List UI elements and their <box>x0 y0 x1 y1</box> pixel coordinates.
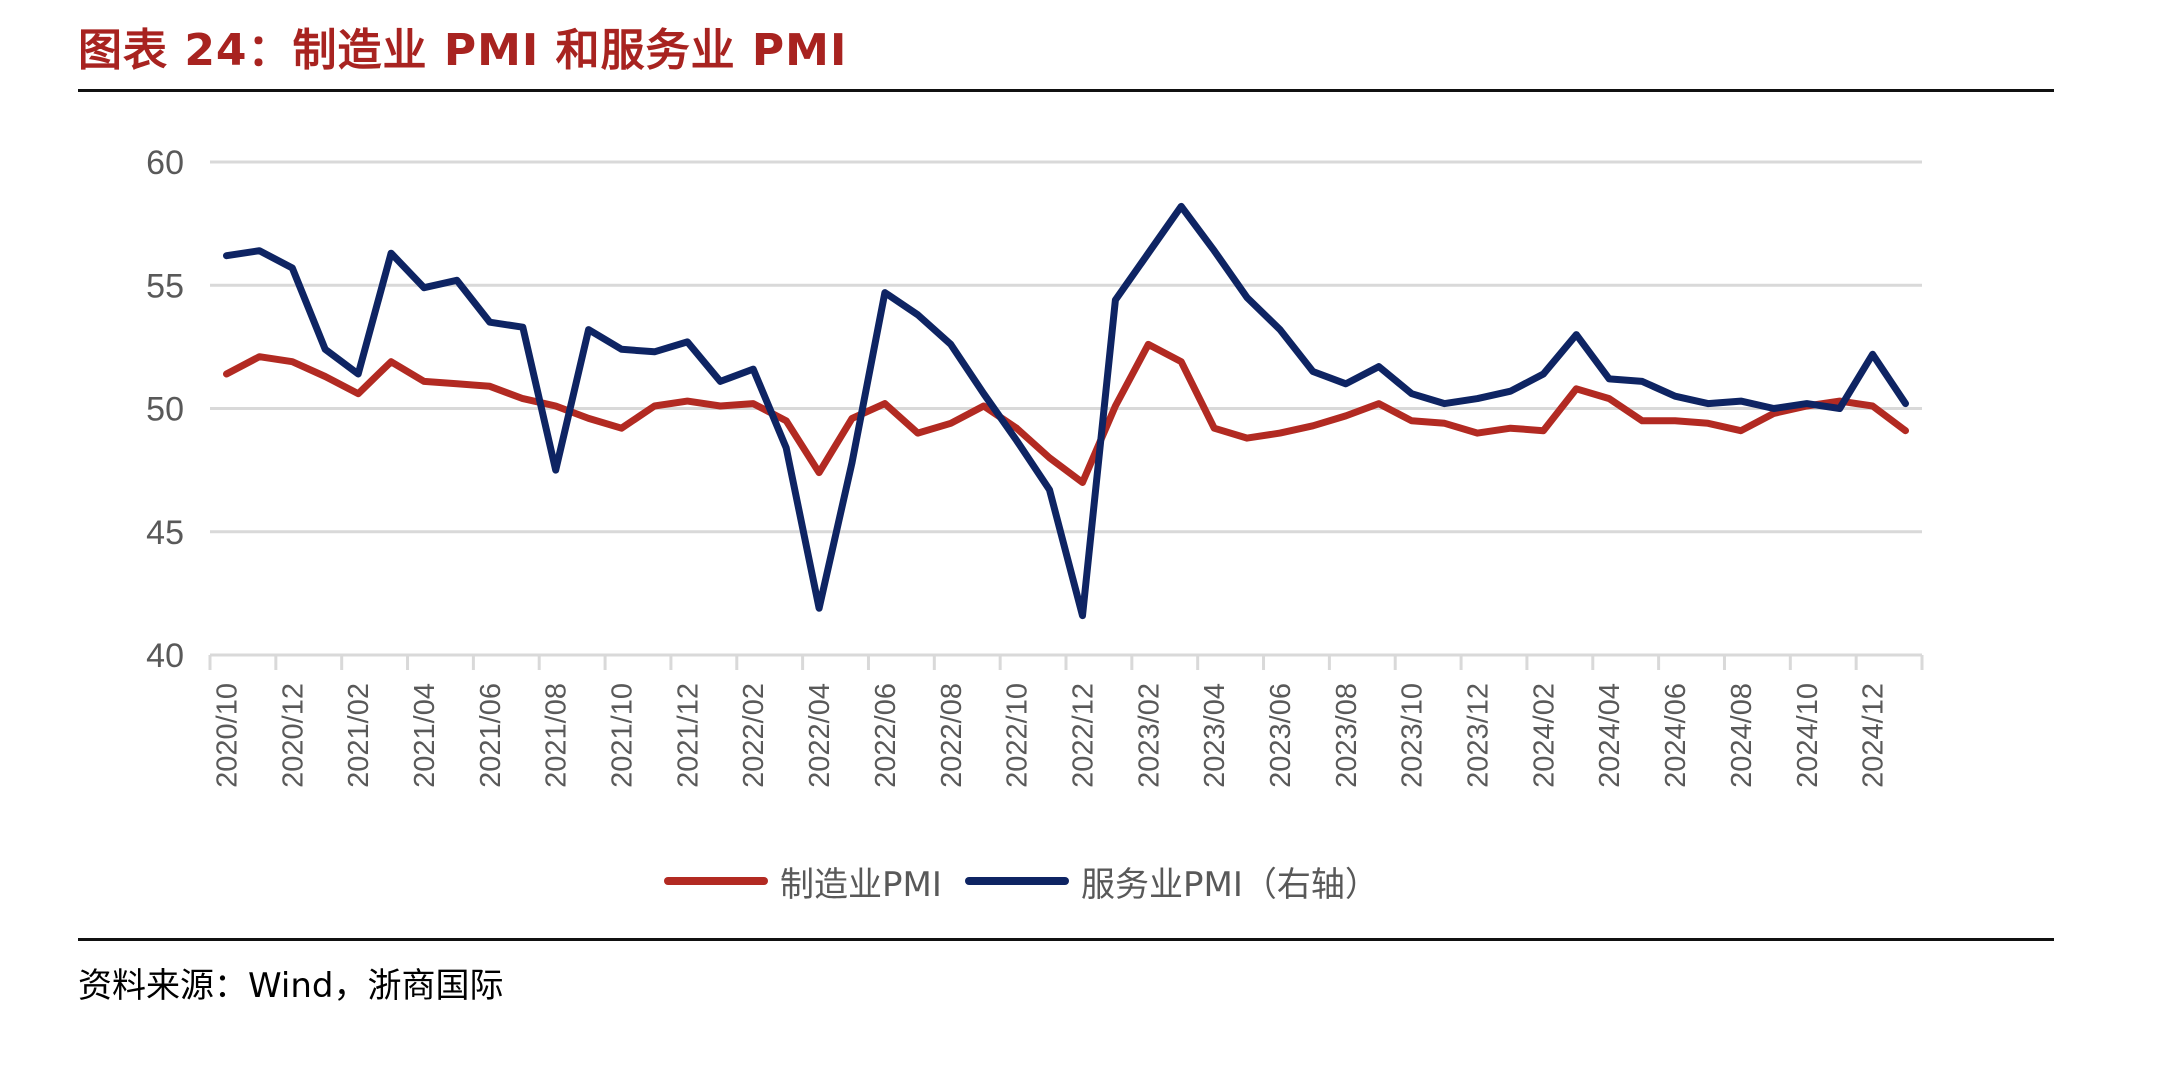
x-tick-label: 2021/12 <box>672 683 704 788</box>
x-tick-label: 2022/12 <box>1067 683 1099 788</box>
chart-legend: 制造业PMI 服务业PMI（右轴） <box>0 856 2158 906</box>
x-tick-label: 2023/02 <box>1133 683 1165 788</box>
legend-label-manufacturing: 制造业PMI <box>780 864 942 905</box>
x-tick-label: 2021/06 <box>475 683 507 788</box>
x-tick-label: 2023/04 <box>1199 683 1231 788</box>
x-tick-label: 2023/12 <box>1463 683 1495 788</box>
y-tick-label: 40 <box>146 637 184 675</box>
x-tick-label: 2022/08 <box>936 683 968 788</box>
gridlines <box>210 160 1922 534</box>
x-tick-label: 2024/02 <box>1528 683 1560 788</box>
services-pmi-line <box>223 202 1909 620</box>
legend-item-manufacturing: 制造业PMI <box>664 856 942 906</box>
x-tick-label: 2024/10 <box>1792 683 1824 788</box>
x-tick-label: 2020/12 <box>277 683 309 788</box>
x-tick-label: 2021/08 <box>541 683 573 788</box>
y-tick-label: 55 <box>146 267 184 305</box>
legend-swatch-manufacturing <box>664 877 768 885</box>
x-tick-label: 2024/06 <box>1660 683 1692 788</box>
source-note: 资料来源：Wind，浙商国际 <box>78 966 504 1006</box>
x-axis: 2020/10 2020/12 2021/02 2021/04 2021/06 2021/… <box>208 653 1924 788</box>
x-tick-label: 2023/06 <box>1265 683 1297 788</box>
x-tick-label: 2021/04 <box>409 683 441 788</box>
data-series <box>223 202 1909 620</box>
legend-item-services: 服务业PMI（右轴） <box>965 856 1379 906</box>
legend-label-services: 服务业PMI（右轴） <box>1081 864 1379 905</box>
x-tick-label: 2021/10 <box>607 683 639 788</box>
y-tick-label: 60 <box>146 144 184 182</box>
bottom-divider <box>78 938 2054 941</box>
x-tick-label: 2021/02 <box>343 683 375 788</box>
x-tick-label: 2022/06 <box>870 683 902 788</box>
legend-swatch-services <box>965 877 1069 885</box>
y-tick-label: 45 <box>146 514 184 552</box>
x-tick-label: 2024/12 <box>1858 683 1890 788</box>
x-tick-label: 2022/02 <box>738 683 770 788</box>
chart-title: 图表 24：制造业 PMI 和服务业 PMI <box>78 25 848 76</box>
x-tick-label: 2023/08 <box>1331 683 1363 788</box>
y-tick-label: 50 <box>146 391 184 429</box>
y-axis-labels: 40 45 50 55 60 <box>146 144 184 675</box>
manufacturing-pmi-line <box>223 340 1909 486</box>
top-divider <box>78 89 2054 92</box>
x-tick-label: 2022/04 <box>804 683 836 788</box>
x-tick-label: 2023/10 <box>1397 683 1429 788</box>
x-tick-label: 2024/04 <box>1594 683 1626 788</box>
x-tick-label: 2020/10 <box>211 683 243 788</box>
x-tick-label: 2022/10 <box>1002 683 1034 788</box>
x-tick-label: 2024/08 <box>1726 683 1758 788</box>
